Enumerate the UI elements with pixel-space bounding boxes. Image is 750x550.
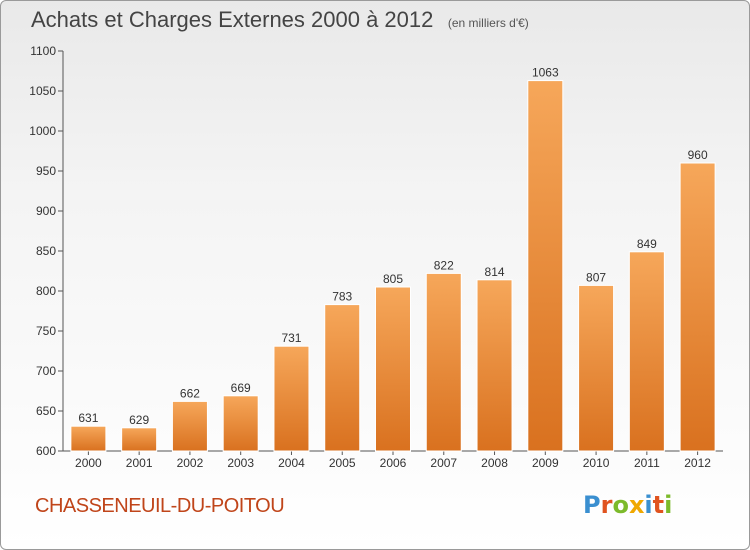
data-label-2006: 805	[383, 272, 403, 286]
x-tick-label-2006: 2006	[380, 456, 407, 470]
data-label-2010: 807	[586, 270, 606, 284]
y-tick-label: 1050	[29, 84, 56, 98]
bar-2009	[527, 80, 564, 452]
data-label-2002: 662	[180, 386, 200, 400]
y-tick-label: 700	[36, 364, 56, 378]
logo-letter: t	[652, 491, 665, 519]
x-tick-label-2003: 2003	[227, 456, 254, 470]
x-tick-label-2005: 2005	[329, 456, 356, 470]
x-tick-label-2011: 2011	[634, 456, 660, 470]
bar-2005	[324, 304, 361, 452]
y-tick-label: 600	[36, 444, 56, 458]
data-label-2003: 669	[231, 381, 251, 395]
bar-2002	[171, 400, 208, 452]
proxiti-logo: Proxiti	[583, 491, 672, 519]
y-tick-label: 1100	[30, 44, 56, 58]
x-tick-label-2002: 2002	[177, 456, 204, 470]
data-label-2005: 783	[332, 290, 352, 304]
data-label-2007: 822	[434, 258, 454, 272]
bar-2000	[70, 425, 107, 452]
town-name: CHASSENEUIL-DU-POITOU	[35, 495, 285, 517]
x-tick-label-2012: 2012	[684, 456, 711, 470]
data-label-2001: 629	[129, 413, 149, 427]
y-tick-label: 850	[36, 244, 56, 258]
logo-letter: i	[664, 491, 673, 519]
x-tick-label-2007: 2007	[430, 456, 457, 470]
y-tick-label: 650	[36, 404, 56, 418]
bar-2004	[273, 345, 310, 452]
data-label-2008: 814	[485, 265, 505, 279]
bar-2010	[578, 284, 615, 452]
data-label-2000: 631	[78, 411, 98, 425]
y-tick-label: 800	[36, 284, 56, 298]
data-label-2004: 731	[281, 331, 301, 345]
y-tick-label: 1000	[29, 124, 56, 138]
x-tick-label-2000: 2000	[75, 456, 102, 470]
data-label-2012: 960	[688, 148, 708, 162]
y-tick-label: 750	[36, 324, 56, 338]
x-tick-label-2010: 2010	[583, 456, 610, 470]
logo-letter: i	[644, 491, 653, 519]
bar-2007	[425, 272, 462, 452]
chart-title: Achats et Charges Externes 2000 à 2012	[31, 7, 434, 32]
y-tick-label: 950	[36, 164, 56, 178]
data-label-2011: 849	[637, 237, 657, 251]
x-tick-label-2004: 2004	[278, 456, 305, 470]
x-tick-label-2008: 2008	[481, 456, 508, 470]
logo-letter: r	[600, 491, 613, 519]
logo-letter: o	[612, 491, 629, 519]
title-row: Achats et Charges Externes 2000 à 2012 (…	[31, 7, 529, 33]
y-tick-label: 900	[36, 204, 56, 218]
x-tick-label-2009: 2009	[532, 456, 559, 470]
bar-2012	[679, 162, 716, 452]
bar-2003	[222, 395, 259, 452]
x-tick-label-2001: 2001	[126, 456, 153, 470]
data-label-2009: 1063	[532, 66, 559, 80]
bar-2001	[121, 427, 158, 452]
bar-2008	[476, 279, 513, 452]
bar-2006	[375, 286, 411, 452]
logo-letter: P	[583, 491, 601, 519]
bar-2011	[628, 251, 665, 452]
logo-letter: x	[628, 491, 645, 519]
chart-subtitle: (en milliers d'€)	[447, 16, 529, 30]
